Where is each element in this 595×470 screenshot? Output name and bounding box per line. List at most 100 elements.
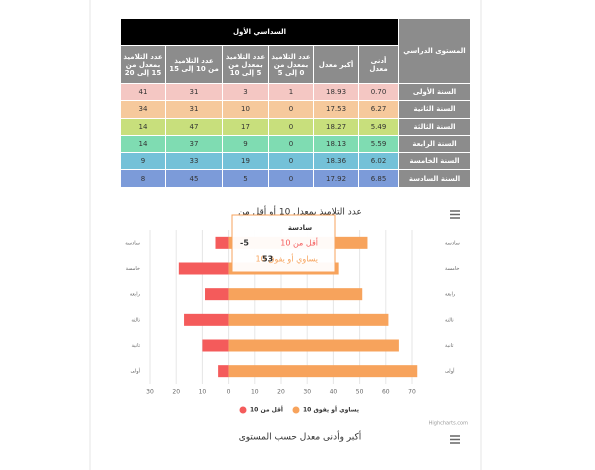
cell: 18.27 [313, 117, 360, 136]
bar [218, 365, 229, 378]
cell: 45 [165, 169, 224, 188]
tooltip-value: -5 [240, 239, 249, 248]
y-tick-label: سادسة [125, 240, 140, 246]
x-tick-label: 70 [408, 389, 416, 396]
x-tick-label: 50 [356, 389, 364, 396]
cell: 0 [268, 169, 315, 188]
cell: 31 [165, 100, 224, 119]
cell: 0 [268, 134, 315, 154]
cell: 1 [268, 82, 315, 102]
cell: 8 [119, 169, 167, 188]
y-tick-label: رابعة [445, 292, 456, 298]
bar [178, 262, 229, 275]
row-header-title: المستوى الدراسي [398, 18, 472, 84]
cell: 47 [165, 117, 224, 136]
header-row: المستوى الدراسي السداسي الأول [119, 18, 472, 84]
table-row: السنة الخامسة 6.02 18.36 0 19 33 9 [119, 152, 472, 171]
bar [228, 339, 399, 352]
y-tick-label: سادسة [445, 240, 460, 246]
x-tick-label: 20 [277, 389, 285, 396]
table-row: السنة الثانية 6.27 17.53 0 10 31 34 [119, 100, 472, 119]
legend-item[interactable]: يساوي أو يفوق 10 [292, 406, 359, 414]
table-row: السنة الثالثة 5.49 18.27 0 17 47 14 [119, 117, 472, 136]
table-row: السنة الرابعة 5.59 18.13 0 9 37 14 [119, 134, 472, 154]
group-title: السداسي الأول [119, 18, 400, 46]
bar [202, 339, 229, 352]
x-tick-label: 10 [199, 389, 207, 396]
row-label: السنة الأولى [398, 82, 472, 102]
x-tick-label: 0 [227, 389, 231, 396]
row-label: السنة الثانية [398, 100, 472, 119]
row-label: السنة السادسة [398, 169, 472, 188]
cell: 41 [119, 82, 167, 102]
y-tick-label: رابعة [130, 292, 141, 298]
y-tick-label: خامسة [126, 266, 140, 272]
bar [228, 313, 389, 326]
cell: 18.36 [313, 152, 360, 171]
row-label: السنة الرابعة [398, 134, 472, 154]
y-tick-label: أولى [445, 368, 455, 375]
cell: 0 [268, 152, 315, 171]
bar [228, 288, 363, 301]
cell: 37 [165, 134, 224, 154]
column-header: عدد التلاميذ بمعدل من 5 إلى 10 [222, 45, 270, 84]
table-row: السنة الأولى 0.70 18.93 1 3 31 41 [119, 82, 472, 102]
column-header: أدنى معدل [358, 45, 400, 84]
table-row: السنة السادسة 6.85 17.92 0 5 45 8 [119, 169, 472, 188]
cell: 14 [119, 134, 167, 154]
cell: 18.13 [313, 134, 360, 154]
header-row: أدنى معدل أكبر معدل عدد التلاميذ بمعدل من … [119, 45, 471, 84]
column-header: أكبر معدل [313, 45, 360, 84]
bar [215, 236, 229, 249]
cell: 0 [268, 100, 315, 119]
cell: 6.02 [358, 152, 400, 171]
bar [184, 313, 229, 326]
x-tick-label: 10 [251, 389, 259, 396]
cell: 0.70 [358, 82, 400, 102]
cell: 9 [222, 134, 270, 154]
y-tick-label: ثانية [132, 343, 141, 349]
cell: 34 [119, 100, 167, 119]
cell: 31 [165, 82, 224, 102]
column-header: عدد التلاميذ من 10 إلى 15 [165, 45, 224, 84]
cell: 33 [165, 152, 224, 171]
tooltip-box [231, 214, 336, 273]
y-tick-label: خامسة [445, 266, 459, 272]
cell: 5 [222, 169, 270, 188]
x-tick-label: 40 [330, 389, 338, 396]
credits[interactable]: Highcharts.com [429, 421, 468, 427]
cell: 9 [119, 152, 167, 171]
y-tick-label: ثانية [445, 343, 454, 349]
cell: 5.49 [358, 117, 400, 136]
cell: 14 [119, 117, 167, 136]
row-label: السنة الثالثة [398, 117, 472, 136]
x-tick-label: 60 [382, 389, 390, 396]
tooltip-title: سادسة [288, 224, 312, 232]
cell: 3 [222, 82, 270, 102]
cell: 10 [222, 100, 270, 119]
menu-icon[interactable] [450, 435, 460, 444]
tooltip-value: 53 [262, 255, 273, 264]
tooltip-series-name: أقل من 10 [280, 238, 318, 248]
row-label: السنة الخامسة [398, 152, 472, 171]
column-header: عدد التلاميذ بمعدل من 0 إلى 5 [268, 45, 315, 84]
cell: 17.92 [313, 169, 360, 188]
menu-icon[interactable] [450, 210, 460, 219]
column-header: عدد التلاميذ بمعدل من 15 إلى 20 [119, 45, 167, 84]
cell: 17.53 [313, 100, 360, 119]
cell: 18.93 [313, 82, 360, 102]
x-tick-label: 30 [146, 389, 154, 396]
cell: 6.85 [358, 169, 400, 188]
cell: 19 [222, 152, 270, 171]
legend-label: يساوي أو يفوق 10 [303, 406, 359, 414]
legend-marker [239, 406, 247, 414]
x-tick-label: 30 [303, 389, 311, 396]
y-tick-label: ثالثة [445, 317, 454, 323]
legend-item[interactable]: أقل من 10 [239, 406, 284, 414]
y-tick-label: ثالثة [131, 317, 140, 323]
bar [205, 288, 229, 301]
tooltip-series-name: يساوي أو يفوق 10 [256, 254, 318, 264]
bar [228, 365, 418, 378]
